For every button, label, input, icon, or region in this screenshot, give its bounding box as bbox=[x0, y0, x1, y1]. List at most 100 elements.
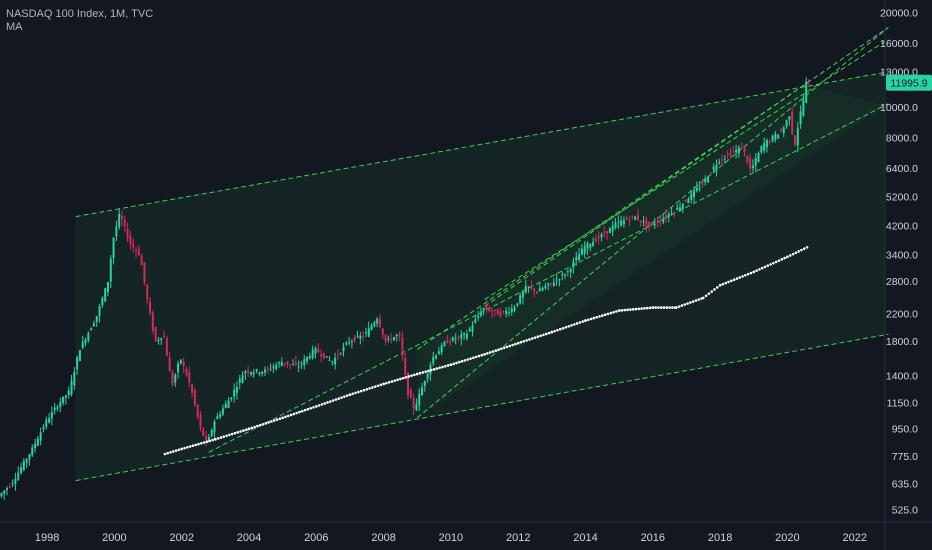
ma-point bbox=[278, 417, 282, 421]
ma-point bbox=[264, 422, 268, 425]
ma-point bbox=[312, 406, 315, 409]
candles bbox=[0, 77, 811, 500]
ma-point bbox=[399, 377, 402, 381]
candle-body bbox=[14, 478, 17, 485]
candle-body bbox=[73, 371, 76, 386]
candle-body bbox=[98, 306, 101, 316]
ma-point bbox=[791, 252, 795, 256]
ma-point bbox=[267, 421, 270, 424]
ma-point bbox=[205, 440, 209, 443]
candle-body bbox=[294, 362, 297, 365]
ma-point bbox=[214, 437, 217, 441]
candle-body bbox=[0, 493, 3, 497]
candle-body bbox=[81, 341, 84, 349]
candle-body bbox=[698, 187, 701, 189]
ma-point bbox=[365, 388, 369, 391]
candle-body bbox=[737, 147, 740, 154]
time-tick-label: 2020 bbox=[775, 532, 799, 544]
ma-point bbox=[710, 290, 714, 293]
candle-body bbox=[488, 308, 491, 312]
candle-body bbox=[513, 307, 516, 311]
ma-point bbox=[797, 250, 800, 253]
candle-body bbox=[78, 350, 81, 362]
candle-body bbox=[252, 372, 255, 375]
price-tick-label: 3400.0 bbox=[886, 249, 918, 261]
candle-body bbox=[247, 370, 250, 373]
ma-point bbox=[659, 306, 663, 309]
candle-body bbox=[146, 284, 149, 300]
ma-point bbox=[665, 306, 669, 309]
time-tick-label: 2012 bbox=[506, 532, 530, 544]
ma-point bbox=[620, 309, 624, 312]
candle-body bbox=[757, 152, 760, 162]
candle-body bbox=[207, 436, 210, 442]
ma-point bbox=[458, 360, 461, 364]
symbol-title[interactable]: NASDAQ 100 Index, 1M, TVC bbox=[6, 8, 154, 20]
price-tick-label: 525.0 bbox=[892, 504, 918, 516]
ma-point bbox=[253, 425, 256, 429]
ma-point bbox=[544, 332, 548, 336]
candle-body bbox=[507, 312, 510, 314]
ma-point bbox=[721, 282, 725, 286]
ma-point bbox=[427, 369, 430, 373]
candle-body bbox=[749, 157, 752, 169]
ma-point bbox=[329, 400, 332, 403]
candle-body bbox=[421, 387, 424, 396]
candle-body bbox=[465, 334, 468, 339]
ma-point bbox=[292, 412, 296, 416]
time-tick-label: 2014 bbox=[573, 532, 597, 544]
candle-body bbox=[126, 228, 129, 239]
candle-body bbox=[796, 128, 799, 146]
candle-body bbox=[269, 368, 272, 370]
ma-point bbox=[449, 363, 453, 366]
ma-point bbox=[438, 366, 441, 370]
ma-point bbox=[752, 270, 756, 274]
ma-point bbox=[446, 364, 450, 367]
candle-body bbox=[608, 227, 611, 233]
ma-point bbox=[689, 301, 692, 304]
ma-point bbox=[677, 305, 681, 308]
ma-point bbox=[463, 359, 467, 362]
candle-body bbox=[771, 135, 774, 141]
ma-point bbox=[572, 323, 576, 326]
candle-body bbox=[129, 235, 132, 245]
ma-point bbox=[228, 433, 231, 437]
candle-body bbox=[177, 363, 180, 373]
candle-body bbox=[336, 354, 339, 356]
ma-point bbox=[637, 307, 641, 311]
ma-point bbox=[763, 265, 767, 269]
candle-body bbox=[199, 414, 202, 428]
ma-point bbox=[612, 310, 615, 314]
candle-body bbox=[174, 374, 177, 383]
candle-body bbox=[345, 342, 348, 345]
price-tick-label: 1400.0 bbox=[886, 370, 918, 382]
candle-body bbox=[213, 421, 216, 433]
indicator-label[interactable]: MA bbox=[6, 21, 23, 33]
candle-body bbox=[289, 364, 292, 366]
candle-body bbox=[760, 146, 763, 153]
candle-body bbox=[799, 111, 802, 125]
candle-body bbox=[328, 360, 331, 362]
ma-point bbox=[561, 326, 565, 330]
ma-point bbox=[351, 392, 355, 396]
candle-body bbox=[460, 334, 463, 339]
candle-body bbox=[670, 213, 673, 215]
candle-body bbox=[676, 207, 679, 210]
ma-point bbox=[522, 340, 526, 343]
candle-body bbox=[662, 218, 665, 223]
candle-body bbox=[729, 153, 732, 156]
price-tick-label: 20000.0 bbox=[880, 8, 918, 20]
candle-body bbox=[578, 254, 581, 261]
ma-point bbox=[188, 445, 192, 448]
candle-body bbox=[292, 364, 295, 366]
time-axis[interactable]: 1998 2000 2002 2004 2006 2008 2010 2012 2014 2016… bbox=[35, 532, 867, 544]
ma-point bbox=[683, 303, 687, 306]
candle-body bbox=[286, 361, 289, 365]
candle-body bbox=[157, 339, 160, 342]
ma-point bbox=[592, 316, 596, 320]
candle-body bbox=[387, 338, 390, 340]
candle-body bbox=[171, 371, 174, 386]
candle-body bbox=[283, 362, 286, 364]
candle-body bbox=[415, 403, 418, 411]
candle-body bbox=[314, 348, 317, 354]
